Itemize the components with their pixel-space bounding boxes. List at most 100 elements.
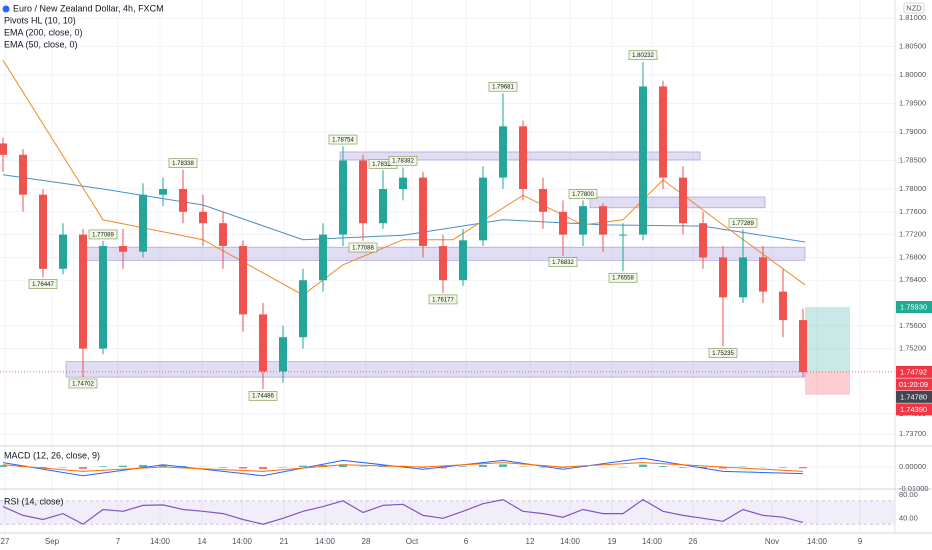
position-target bbox=[805, 307, 850, 372]
candle-body bbox=[19, 154, 27, 195]
macd-histogram-bar bbox=[479, 465, 487, 467]
pivot-label-box bbox=[328, 134, 358, 145]
rsi-line bbox=[2, 498, 804, 525]
candle-body bbox=[39, 194, 47, 269]
pivot-label: 1.78382 bbox=[392, 159, 414, 165]
x-tick-label: Oct bbox=[406, 537, 419, 546]
pivot-label-box bbox=[608, 272, 638, 283]
candle-body bbox=[719, 257, 727, 298]
currency-badge bbox=[903, 2, 925, 14]
y-tick-label: 80.00 bbox=[899, 490, 918, 499]
pivot-label: 1.74486 bbox=[252, 394, 274, 400]
pivot-label-box bbox=[248, 391, 278, 401]
candle-body bbox=[99, 246, 107, 349]
y-tick-label: 1.75600 bbox=[899, 321, 926, 330]
macd-histogram-bar bbox=[459, 466, 467, 467]
y-tick-label: 1.78500 bbox=[899, 155, 926, 164]
x-tick-label: 14:00 bbox=[150, 537, 171, 546]
price-axis-background bbox=[895, 0, 932, 550]
y-tick-label: 1.80000 bbox=[899, 70, 926, 79]
price-tag-label: 1.74792 bbox=[900, 367, 927, 376]
candle-body bbox=[119, 246, 127, 252]
y-tick-label: 1.76800 bbox=[899, 252, 926, 261]
x-tick-label: 12 bbox=[526, 537, 535, 546]
legend: Euro / New Zealand Dollar, 4h, FXCM Pivo… bbox=[2, 3, 164, 506]
macd-histogram-bar bbox=[679, 466, 687, 468]
macd-histogram-bar bbox=[719, 466, 727, 469]
candle-body bbox=[139, 194, 147, 252]
candle-body bbox=[599, 206, 607, 235]
y-tick-label: -0.01000 bbox=[899, 484, 929, 493]
pivot-label: 1.78338 bbox=[172, 161, 194, 167]
x-tick-label: 14:00 bbox=[560, 537, 581, 546]
candle-body bbox=[379, 189, 387, 224]
y-tick-label: 1.76400 bbox=[899, 275, 926, 284]
pivot-label-box bbox=[88, 229, 118, 240]
zone bbox=[65, 361, 806, 378]
pivot-label: 1.76558 bbox=[612, 276, 634, 282]
pivot-label-box bbox=[68, 378, 98, 389]
candle-body bbox=[519, 126, 527, 190]
rsi-title: RSI (14, close) bbox=[4, 496, 64, 506]
legend-entry: EMA (200, close, 0) bbox=[4, 27, 83, 37]
candle-body bbox=[539, 189, 547, 212]
macd-histogram-bar bbox=[219, 466, 227, 468]
candle-body bbox=[739, 257, 747, 298]
macd-histogram-bar bbox=[239, 466, 247, 469]
candle-body bbox=[259, 314, 267, 372]
y-tick-label: 1.75200 bbox=[899, 344, 926, 353]
pivot-label: 1.76832 bbox=[552, 260, 574, 266]
countdown-tag bbox=[896, 378, 932, 391]
x-tick-label: Sep bbox=[45, 537, 60, 546]
pivot-label-box bbox=[728, 218, 758, 228]
y-tick-label: 1.80500 bbox=[899, 41, 926, 50]
x-tick-label: 14:00 bbox=[232, 537, 253, 546]
x-tick-label: 19 bbox=[608, 537, 617, 546]
candle-body bbox=[559, 211, 567, 235]
pivot-label-box bbox=[488, 81, 518, 92]
pivot-label: 1.78327 bbox=[372, 162, 394, 168]
pivot-label-box bbox=[388, 155, 418, 166]
y-tick-label: 0.00000 bbox=[899, 462, 926, 471]
macd-histogram-bar bbox=[299, 465, 307, 467]
candle-body bbox=[79, 234, 87, 349]
candle-body bbox=[799, 320, 807, 372]
y-tick-label: 1.73700 bbox=[899, 429, 926, 438]
price-tag bbox=[896, 365, 932, 378]
macd-line bbox=[2, 462, 804, 472]
pivot-label-box bbox=[548, 257, 578, 267]
macd-histogram-bar bbox=[139, 465, 147, 467]
candle-body bbox=[619, 234, 627, 236]
candle-body bbox=[659, 86, 667, 178]
candle-body bbox=[759, 257, 767, 292]
price-tag-label: 1.75930 bbox=[900, 302, 927, 311]
currency: NZD bbox=[906, 3, 922, 12]
x-tick-label: 14 bbox=[198, 537, 207, 546]
rsi-band bbox=[0, 500, 895, 525]
x-tick-label: 28 bbox=[362, 537, 371, 546]
pivot-label: 1.77088 bbox=[352, 245, 374, 251]
pivot-label: 1.77289 bbox=[732, 221, 754, 227]
candle-body bbox=[59, 234, 67, 269]
x-tick-label: 7 bbox=[116, 537, 121, 546]
candle-body bbox=[179, 189, 187, 212]
pivot-label: 1.76177 bbox=[432, 297, 454, 303]
pivot-label-box bbox=[568, 189, 598, 199]
pivot-label: 1.79681 bbox=[492, 85, 514, 91]
y-tick-label: 1.81000 bbox=[899, 13, 926, 22]
pivot-label-box bbox=[28, 279, 58, 289]
candle-body bbox=[699, 223, 707, 258]
y-tick-label: 40.00 bbox=[899, 513, 918, 522]
x-tick-label: 14:00 bbox=[315, 537, 336, 546]
pivot-label-box bbox=[708, 348, 738, 358]
price-tag-label: 1.74780 bbox=[900, 392, 927, 401]
symbol-icon bbox=[2, 5, 10, 13]
x-tick-label: 14:00 bbox=[642, 537, 663, 546]
candle-body bbox=[419, 177, 427, 247]
candle-body bbox=[579, 206, 587, 235]
zone bbox=[589, 196, 766, 209]
x-tick-label: 21 bbox=[280, 537, 289, 546]
x-tick-label: 6 bbox=[464, 537, 469, 546]
x-tick-label: 9 bbox=[858, 537, 863, 546]
macd-histogram-bar bbox=[499, 464, 507, 467]
